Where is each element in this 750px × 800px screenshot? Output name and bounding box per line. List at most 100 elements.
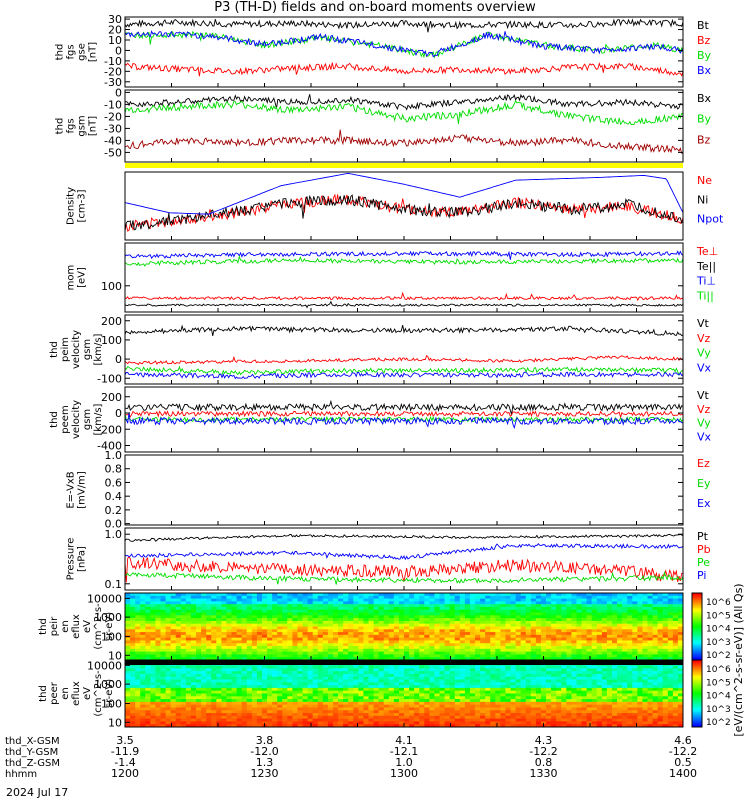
- heatmap-cell: [150, 707, 156, 711]
- heatmap-cell: [332, 657, 339, 661]
- heatmap-cell: [246, 701, 253, 706]
- heatmap-cell: [464, 701, 471, 706]
- series-line-density-0: [124, 193, 684, 232]
- heatmap-cell: [647, 598, 653, 602]
- heatmap-cell: [150, 690, 156, 694]
- heatmap-cell: [363, 707, 369, 711]
- heatmap-cell: [125, 651, 131, 655]
- heatmap-cell: [601, 623, 608, 627]
- heatmap-cell: [302, 609, 309, 613]
- heatmap-cell: [277, 654, 283, 658]
- heatmap-cell: [617, 685, 623, 689]
- heatmap-cell: [287, 657, 293, 661]
- heatmap-cell: [160, 693, 166, 697]
- heatmap-cell: [424, 648, 430, 653]
- heatmap-cell: [611, 676, 618, 680]
- heatmap-cell: [236, 606, 243, 611]
- heatmap-cell: [211, 665, 217, 669]
- heatmap-cell: [535, 707, 542, 711]
- legend-label: Ne: [697, 174, 712, 187]
- heatmap-cell: [556, 707, 562, 711]
- heatmap-cell: [551, 648, 557, 653]
- heatmap-cell: [150, 687, 156, 692]
- heatmap-cell: [672, 626, 679, 630]
- heatmap-cell: [130, 615, 136, 619]
- heatmap-cell: [546, 682, 552, 686]
- heatmap-cell: [312, 629, 319, 633]
- heatmap-cell: [297, 629, 303, 633]
- heatmap-cell: [236, 593, 243, 597]
- heatmap-cell: [652, 701, 659, 706]
- heatmap-cell: [459, 618, 466, 622]
- heatmap-cell: [170, 665, 177, 669]
- heatmap-cell: [551, 646, 557, 650]
- heatmap-cell: [429, 612, 435, 616]
- heatmap-cell: [256, 690, 263, 694]
- heatmap-cell: [530, 671, 537, 675]
- heatmap-cell: [515, 648, 522, 653]
- heatmap-cell: [246, 623, 253, 627]
- heatmap-cell: [546, 679, 552, 683]
- heatmap-cell: [611, 690, 618, 694]
- heatmap-cell: [383, 609, 390, 613]
- heatmap-cell: [490, 699, 496, 703]
- heatmap-cell: [505, 634, 511, 639]
- heatmap-cell: [201, 604, 207, 608]
- heatmap-cell: [556, 687, 562, 692]
- heatmap-cell: [404, 606, 410, 611]
- heatmap-cell: [393, 634, 400, 639]
- heatmap-cell: [150, 685, 156, 689]
- heatmap-cell: [409, 665, 415, 669]
- heatmap-cell: [241, 701, 248, 706]
- heatmap-cell: [485, 612, 491, 616]
- heatmap-cell: [667, 640, 674, 644]
- heatmap-cell: [332, 637, 339, 641]
- heatmap-cell: [596, 612, 603, 616]
- heatmap-cell: [596, 615, 603, 619]
- heatmap-cell: [434, 704, 440, 708]
- heatmap-cell: [160, 626, 166, 630]
- heatmap-cell: [175, 654, 182, 658]
- heatmap-cell: [414, 710, 420, 714]
- heatmap-cell: [490, 651, 496, 655]
- heatmap-cell: [520, 618, 527, 622]
- heatmap-cell: [343, 646, 349, 650]
- heatmap-cell: [505, 648, 511, 653]
- heatmap-cell: [535, 623, 542, 627]
- heatmap-cell: [282, 701, 288, 706]
- heatmap-cell: [617, 595, 623, 599]
- heatmap-cell: [611, 604, 618, 608]
- heatmap-cell: [667, 593, 674, 597]
- heatmap-cell: [307, 685, 314, 689]
- heatmap-cell: [175, 676, 182, 680]
- heatmap-cell: [454, 606, 461, 611]
- heatmap-cell: [130, 606, 136, 611]
- heatmap-cell: [236, 676, 243, 680]
- heatmap-cell: [338, 634, 344, 639]
- heatmap-cell: [510, 701, 516, 706]
- heatmap-cell: [145, 629, 151, 633]
- heatmap-cell: [398, 671, 405, 675]
- heatmap-cell: [515, 676, 522, 680]
- heatmap-cell: [297, 707, 303, 711]
- heatmap-cell: [525, 626, 532, 630]
- heatmap-cell: [637, 615, 643, 619]
- heatmap-cell: [358, 668, 364, 672]
- heatmap-cell: [353, 685, 359, 689]
- heatmap-cell: [170, 601, 177, 605]
- heatmap-cell: [571, 687, 577, 692]
- heatmap-cell: [611, 632, 618, 636]
- heatmap-cell: [287, 629, 293, 633]
- heatmap-cell: [322, 690, 329, 694]
- heatmap-cell: [190, 640, 197, 644]
- heatmap-cell: [505, 623, 511, 627]
- heatmap-cell: [282, 609, 288, 613]
- heatmap-cell: [617, 699, 623, 703]
- heatmap-cell: [125, 609, 131, 613]
- heatmap-cell: [444, 643, 451, 647]
- heatmap-cell: [282, 604, 288, 608]
- heatmap-cell: [591, 637, 598, 641]
- heatmap-cell: [424, 646, 430, 650]
- heatmap-cell: [642, 618, 648, 622]
- y-tick-label: 30: [108, 13, 122, 26]
